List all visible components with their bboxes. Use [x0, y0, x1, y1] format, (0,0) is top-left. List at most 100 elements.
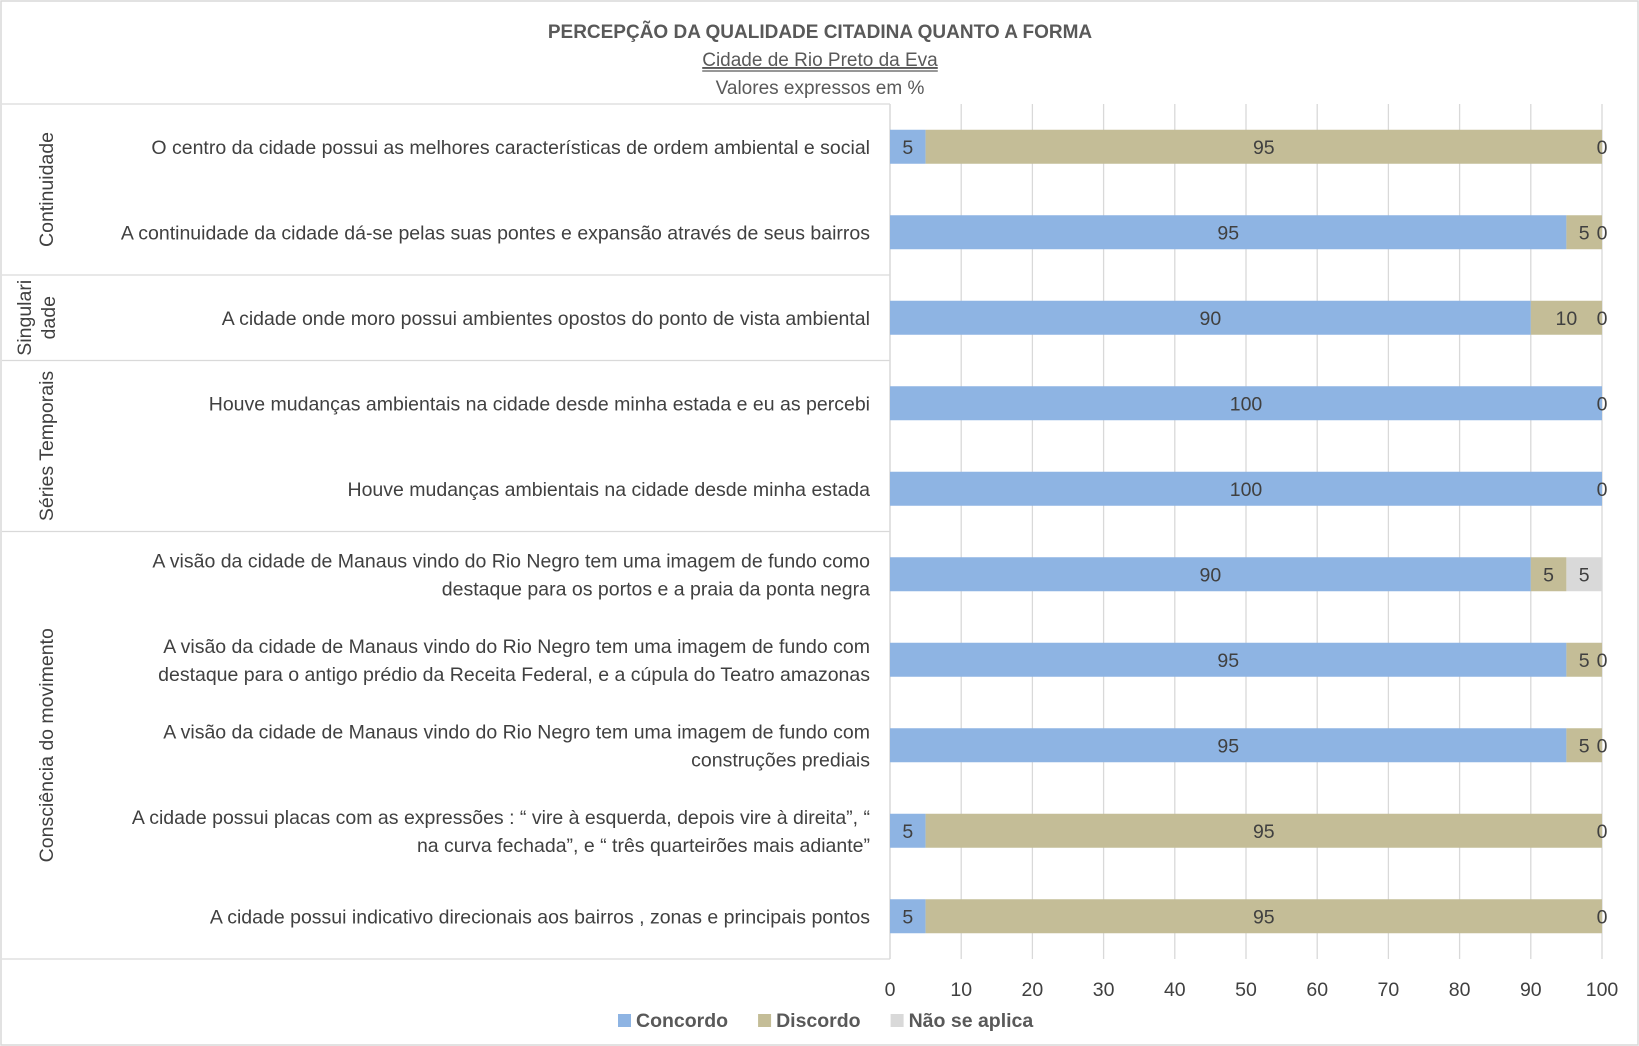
- legend-swatch: [890, 1014, 904, 1027]
- category-label-line: A cidade possui placas com as expressões…: [132, 807, 870, 829]
- category-label-line: A visão da cidade de Manaus vindo do Rio…: [163, 636, 870, 658]
- bar-segment: [890, 642, 1567, 677]
- x-tick-label: 60: [1306, 979, 1328, 1001]
- group-label: Consciência do movimento: [36, 628, 58, 862]
- data-label: 5: [902, 821, 913, 843]
- category-label: A continuidade da cidade dá-se pelas sua…: [121, 222, 870, 244]
- data-label: 5: [1543, 564, 1554, 586]
- x-tick-label: 80: [1449, 979, 1471, 1001]
- bars: [890, 129, 1602, 934]
- x-tick-label: 0: [885, 979, 896, 1001]
- data-label: 0: [1597, 393, 1608, 415]
- data-label: 95: [1217, 735, 1239, 757]
- category-label: Houve mudanças ambientais na cidade desd…: [209, 393, 870, 415]
- data-label: 0: [1597, 735, 1608, 757]
- data-label: 95: [1217, 650, 1239, 672]
- data-label: 95: [1217, 222, 1239, 244]
- bar-segment: [890, 215, 1567, 250]
- bar-segment: [1566, 642, 1602, 677]
- category-label-line: A cidade onde moro possui ambientes opos…: [222, 308, 870, 330]
- bar-segment: [890, 300, 1531, 335]
- data-label: 5: [1579, 735, 1590, 757]
- bar-segment: [925, 813, 1602, 848]
- category-table: Continuidade Singulari dade Séries Temporai…: [2, 103, 891, 960]
- bar-segment: [890, 386, 1602, 421]
- x-tick-label: 20: [1022, 979, 1044, 1001]
- data-label: 0: [1597, 821, 1608, 843]
- category-label: O centro da cidade possui as melhores ca…: [151, 137, 870, 159]
- data-label: 90: [1200, 308, 1222, 330]
- x-tick-label: 100: [1586, 979, 1619, 1001]
- data-label: 95: [1253, 906, 1275, 928]
- legend-swatch: [758, 1014, 772, 1027]
- bar-segment: [1566, 215, 1602, 250]
- bar-segment: [1530, 557, 1567, 592]
- data-label: 5: [1579, 650, 1590, 672]
- chart-subtitle-2: Valores expressos em %: [716, 78, 925, 99]
- bar-segment: [890, 129, 926, 164]
- x-tick-label: 70: [1378, 979, 1400, 1001]
- category-label: A cidade onde moro possui ambientes opos…: [222, 308, 870, 330]
- category-label-line: destaque para os portos e a praia da pon…: [442, 578, 870, 600]
- bar-segment: [890, 471, 1602, 506]
- data-label: 5: [902, 137, 913, 159]
- x-tick-label: 10: [950, 979, 972, 1001]
- category-label: A visão da cidade de Manaus vindo do Rio…: [158, 636, 870, 686]
- data-label: 5: [902, 906, 913, 928]
- group-label: Séries Temporais: [36, 371, 58, 522]
- bar-segment: [890, 557, 1531, 592]
- data-label: 10: [1556, 308, 1578, 330]
- data-label: 0: [1597, 650, 1608, 672]
- group-label-line: dade: [38, 296, 60, 339]
- bar-segment: [890, 899, 926, 934]
- bar-segment: [925, 129, 1602, 164]
- data-label: 95: [1253, 137, 1275, 159]
- category-label-line: O centro da cidade possui as melhores ca…: [151, 137, 870, 159]
- category-label-line: Houve mudanças ambientais na cidade desd…: [347, 479, 870, 501]
- data-label: 0: [1597, 479, 1608, 501]
- category-label: A cidade possui indicativo direcionais a…: [210, 906, 870, 928]
- x-tick-label: 50: [1235, 979, 1257, 1001]
- category-label-line: A visão da cidade de Manaus vindo do Rio…: [152, 550, 870, 572]
- category-label-line: Houve mudanças ambientais na cidade desd…: [209, 393, 870, 415]
- category-label-line: destaque para o antigo prédio da Receita…: [158, 664, 870, 686]
- data-label: 0: [1597, 906, 1608, 928]
- category-label: Houve mudanças ambientais na cidade desd…: [347, 479, 870, 501]
- legend-label: Concordo: [636, 1010, 728, 1032]
- x-axis: 0 10 20 30 40 50 60 70 80 90 100: [885, 979, 1619, 1001]
- legend-label: Não se aplica: [909, 1010, 1034, 1032]
- category-label-line: na curva fechada”, e “ três quarteirões …: [417, 835, 870, 857]
- data-label: 5: [1579, 564, 1590, 586]
- bar-segment: [1566, 557, 1602, 592]
- legend-label: Discordo: [776, 1010, 861, 1032]
- data-label: 95: [1253, 821, 1275, 843]
- data-label: 90: [1200, 564, 1222, 586]
- data-label: 5: [1579, 222, 1590, 244]
- group-label-line: Singulari: [14, 280, 36, 356]
- category-label: A visão da cidade de Manaus vindo do Rio…: [152, 550, 870, 600]
- bar-segment: [925, 899, 1602, 934]
- category-label-line: construções prediais: [691, 749, 870, 771]
- data-label: 0: [1597, 137, 1608, 159]
- data-label: 0: [1597, 308, 1608, 330]
- legend-swatch: [618, 1014, 631, 1027]
- group-label: Continuidade: [36, 132, 58, 247]
- x-tick-label: 40: [1164, 979, 1186, 1001]
- group-label: Singulari dade: [14, 280, 60, 356]
- data-label: 100: [1230, 479, 1263, 501]
- category-label-line: A visão da cidade de Manaus vindo do Rio…: [163, 721, 870, 743]
- legend: Concordo Discordo Não se aplica: [618, 1010, 1033, 1032]
- data-label: 0: [1597, 222, 1608, 244]
- category-label-line: A continuidade da cidade dá-se pelas sua…: [121, 222, 870, 244]
- category-label-line: A cidade possui indicativo direcionais a…: [210, 906, 870, 928]
- bar-segment: [890, 728, 1567, 763]
- data-label: 100: [1230, 393, 1263, 415]
- bar-segment: [890, 813, 926, 848]
- bar-segment: [1530, 300, 1602, 335]
- x-tick-label: 90: [1520, 979, 1542, 1001]
- category-label: A cidade possui placas com as expressões…: [132, 807, 870, 857]
